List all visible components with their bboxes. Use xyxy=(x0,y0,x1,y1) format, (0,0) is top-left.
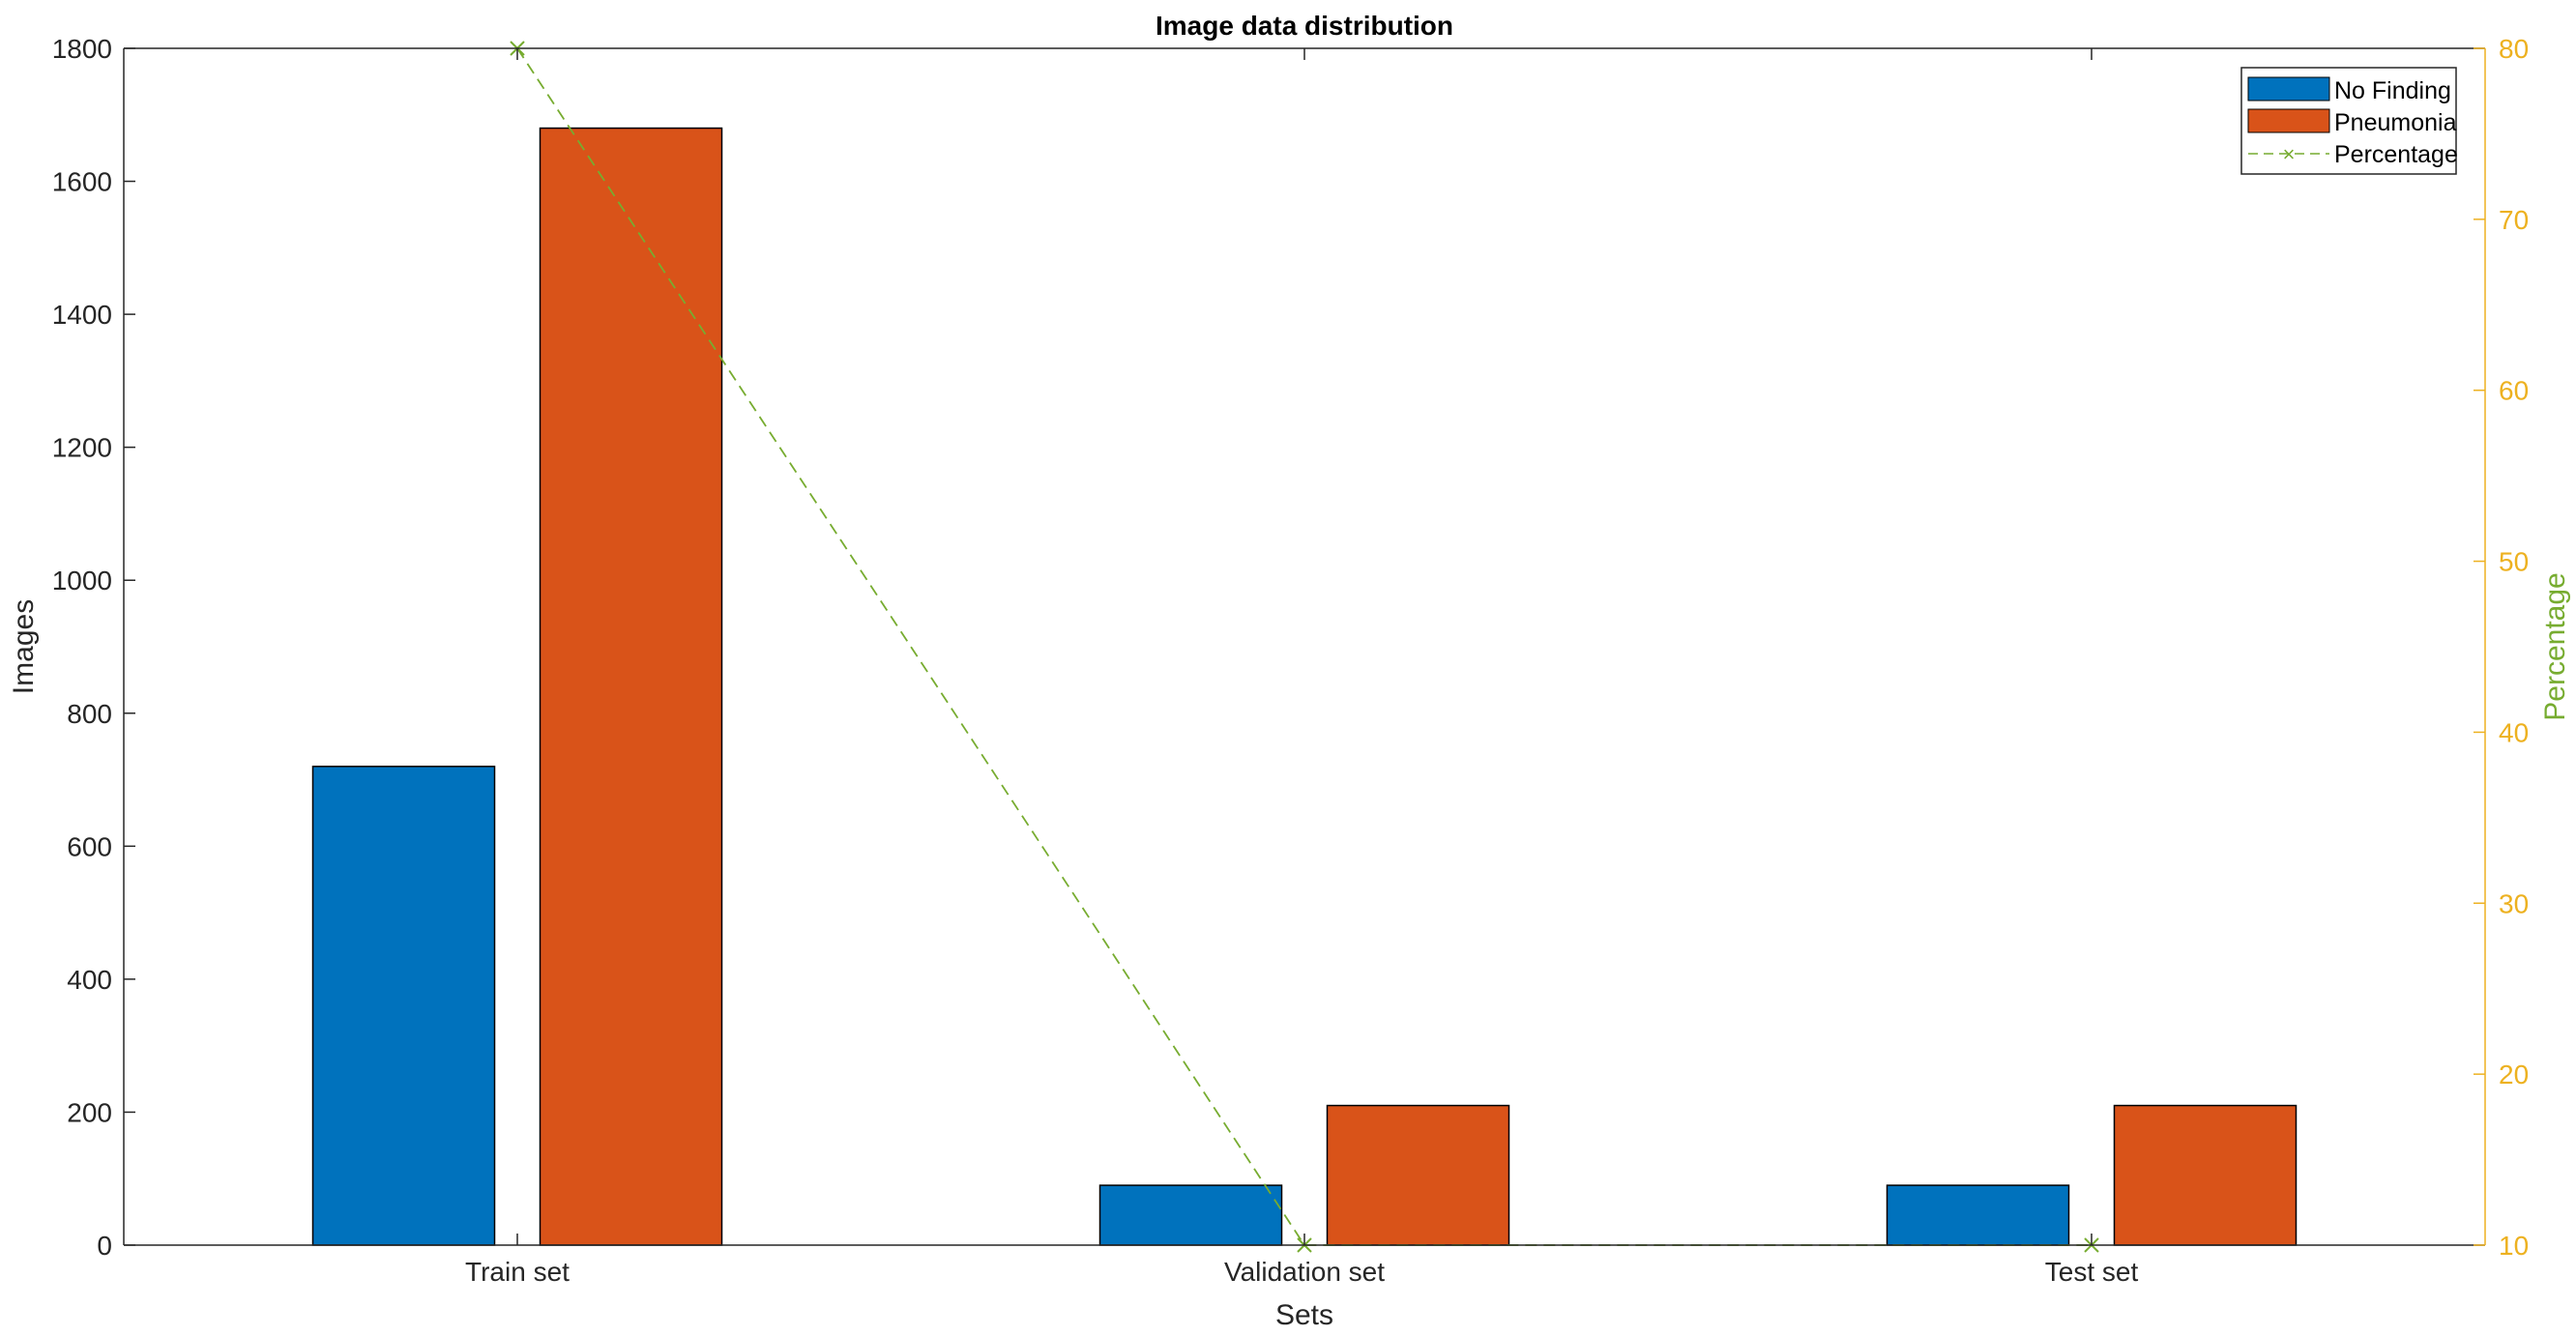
y-tick-label-1200: 1200 xyxy=(52,433,112,463)
y-tick-label-1800: 1800 xyxy=(52,34,112,64)
chart-title: Image data distribution xyxy=(1156,11,1453,41)
y-tick-label-1400: 1400 xyxy=(52,300,112,330)
bars-group xyxy=(311,127,2298,1246)
y-tick-label-800: 800 xyxy=(67,699,112,729)
legend-swatch-no-finding xyxy=(2247,76,2330,102)
x-tick-label-test-set: Test set xyxy=(2045,1257,2139,1287)
y2-tick-label-60: 60 xyxy=(2499,376,2529,406)
y-tick-label-600: 600 xyxy=(67,831,112,861)
bar-no-finding-test-set xyxy=(1886,1184,2070,1246)
y2-tick-label-40: 40 xyxy=(2499,717,2529,747)
y-tick-label-400: 400 xyxy=(67,965,112,995)
y2-tick-label-70: 70 xyxy=(2499,205,2529,235)
bar-pneumonia-test-set xyxy=(2113,1104,2298,1246)
bar-no-finding-train-set xyxy=(311,766,496,1246)
legend-swatch-pneumonia xyxy=(2247,108,2330,133)
y-tick-label-1000: 1000 xyxy=(52,566,112,595)
y2-tick-label-30: 30 xyxy=(2499,888,2529,918)
y2-tick-label-10: 10 xyxy=(2499,1231,2529,1261)
x-axis-label: Sets xyxy=(1275,1299,1333,1331)
legend: No Finding Pneumonia × Percentage xyxy=(2240,67,2458,175)
y2-tick-label-50: 50 xyxy=(2499,547,2529,577)
y-tick-label-1600: 1600 xyxy=(52,167,112,197)
legend-label-percentage: Percentage xyxy=(2334,141,2458,168)
bar-pneumonia-validation-set xyxy=(1326,1104,1510,1246)
legend-label-no-finding: No Finding xyxy=(2334,77,2451,104)
y2-axis-label: Percentage xyxy=(2539,572,2571,720)
x-tick-label-train-set: Train set xyxy=(465,1257,570,1287)
y-tick-label-0: 0 xyxy=(97,1231,112,1261)
x-tick-label-validation-set: Validation set xyxy=(1224,1257,1385,1287)
y-tick-label-200: 200 xyxy=(67,1097,112,1127)
bar-no-finding-validation-set xyxy=(1098,1184,1283,1246)
axes-group: 0 200 400 600 800 1000 1200 1400 1600 1800 10 20 30 4… xyxy=(52,34,2529,1287)
legend-label-pneumonia: Pneumonia xyxy=(2334,109,2457,136)
y2-tick-label-20: 20 xyxy=(2499,1060,2529,1089)
legend-marker-percentage: × xyxy=(2283,142,2296,166)
y2-tick-label-80: 80 xyxy=(2499,34,2529,64)
bar-pneumonia-train-set xyxy=(539,127,723,1246)
y-axis-label: Images xyxy=(8,599,40,694)
plot-area xyxy=(124,48,2485,1245)
